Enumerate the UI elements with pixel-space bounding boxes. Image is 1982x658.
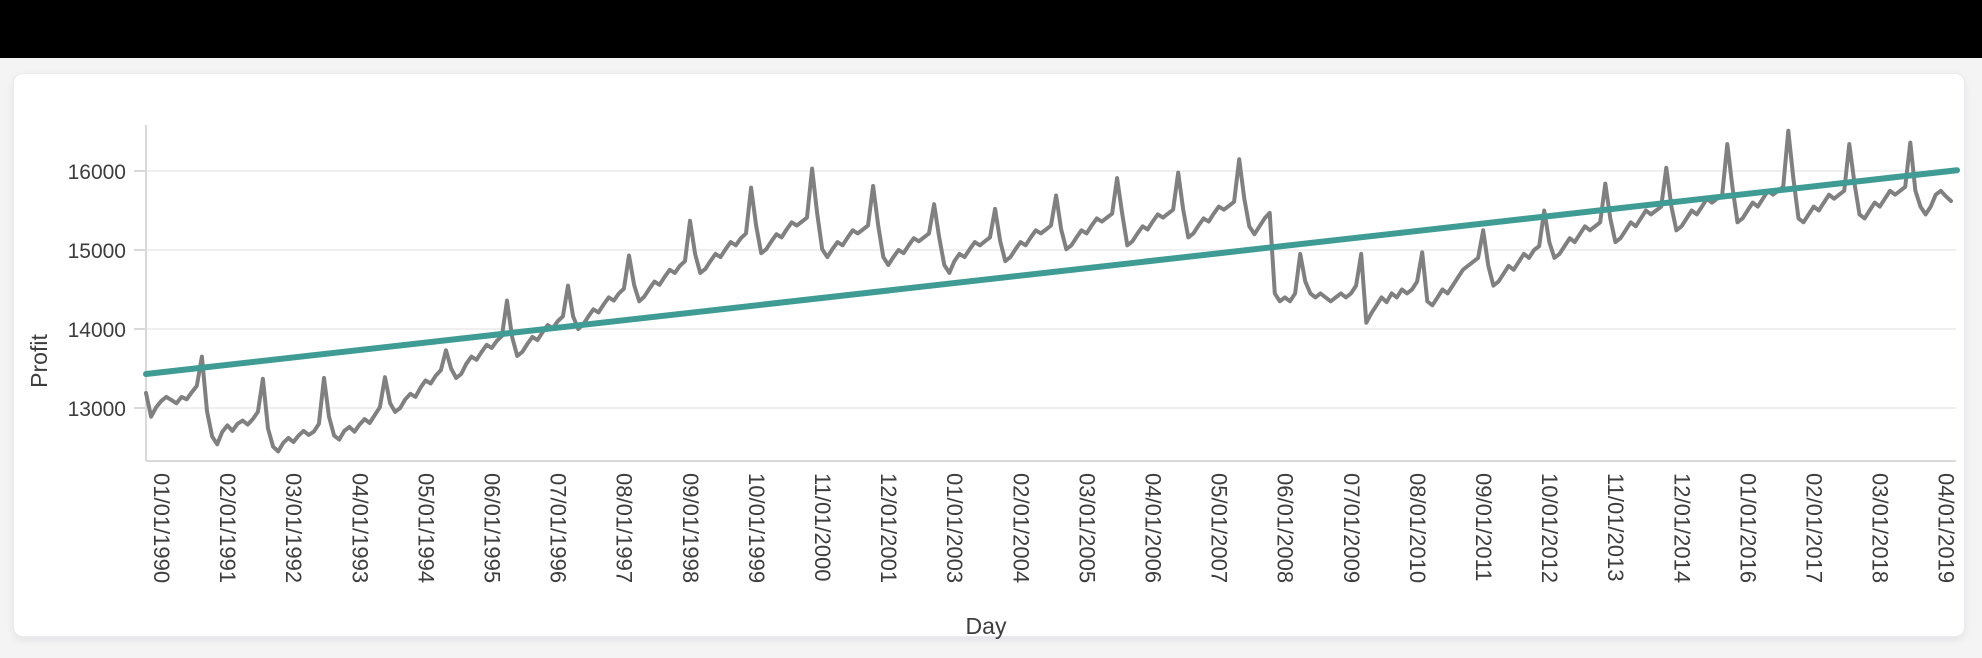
x-tick-label: 08/01/2010 [1405,473,1430,583]
x-tick-label: 07/01/2009 [1339,473,1364,583]
x-tick-label: 12/01/2014 [1669,473,1694,583]
x-tick-label: 02/01/2017 [1802,473,1827,583]
x-tick-label: 04/01/1993 [347,473,372,583]
profit-trend-chart[interactable]: 13000 14000 15000 16000 01/01/1990 02/01/1991… [14,74,1964,636]
x-axis-title: Day [965,613,1007,639]
x-tick-label: 03/01/2018 [1868,473,1893,583]
y-tick-label: 14000 [68,319,126,342]
x-tick-label: 11/01/2000 [810,473,835,581]
x-tick-label: 03/01/2005 [1074,473,1099,583]
x-tick-label: 12/01/2001 [876,473,901,583]
trend-line[interactable] [143,167,1960,378]
x-tick-label: 07/01/1996 [546,473,571,583]
x-tick-label: 02/01/2004 [1008,473,1033,583]
x-tick-label: 06/01/1995 [480,473,505,583]
x-tick-label: 03/01/1992 [281,473,306,583]
x-tick-label: 10/01/2012 [1537,473,1562,583]
top-bar [0,0,1982,58]
x-tick-label: 09/01/2011 [1471,473,1496,581]
x-tick-label: 01/01/2003 [942,473,967,583]
x-tick-label: 05/01/2007 [1207,473,1232,583]
x-tick-label: 10/01/1999 [744,473,769,583]
y-tick-label: 16000 [68,161,126,184]
x-tick-label: 01/01/2016 [1735,473,1760,583]
x-tick-label: 04/01/2006 [1141,473,1166,583]
y-tick-label: 13000 [68,398,126,421]
x-tick-label: 05/01/1994 [413,473,438,583]
x-tick-label: 06/01/2008 [1273,473,1298,583]
x-tick-label: 04/01/2019 [1934,473,1959,583]
chart-card: 13000 14000 15000 16000 01/01/1990 02/01/1991… [13,73,1965,639]
x-tick-label: 08/01/1997 [612,473,637,583]
x-tick-label: 11/01/2013 [1603,473,1628,581]
y-tick-label: 15000 [68,240,126,263]
y-axis-title: Profit [26,334,52,388]
x-tick-label: 02/01/1991 [215,473,240,583]
x-tick-label: 01/01/1990 [149,473,174,583]
profit-series-line[interactable] [144,128,1953,454]
x-tick-label: 09/01/1998 [678,473,703,583]
